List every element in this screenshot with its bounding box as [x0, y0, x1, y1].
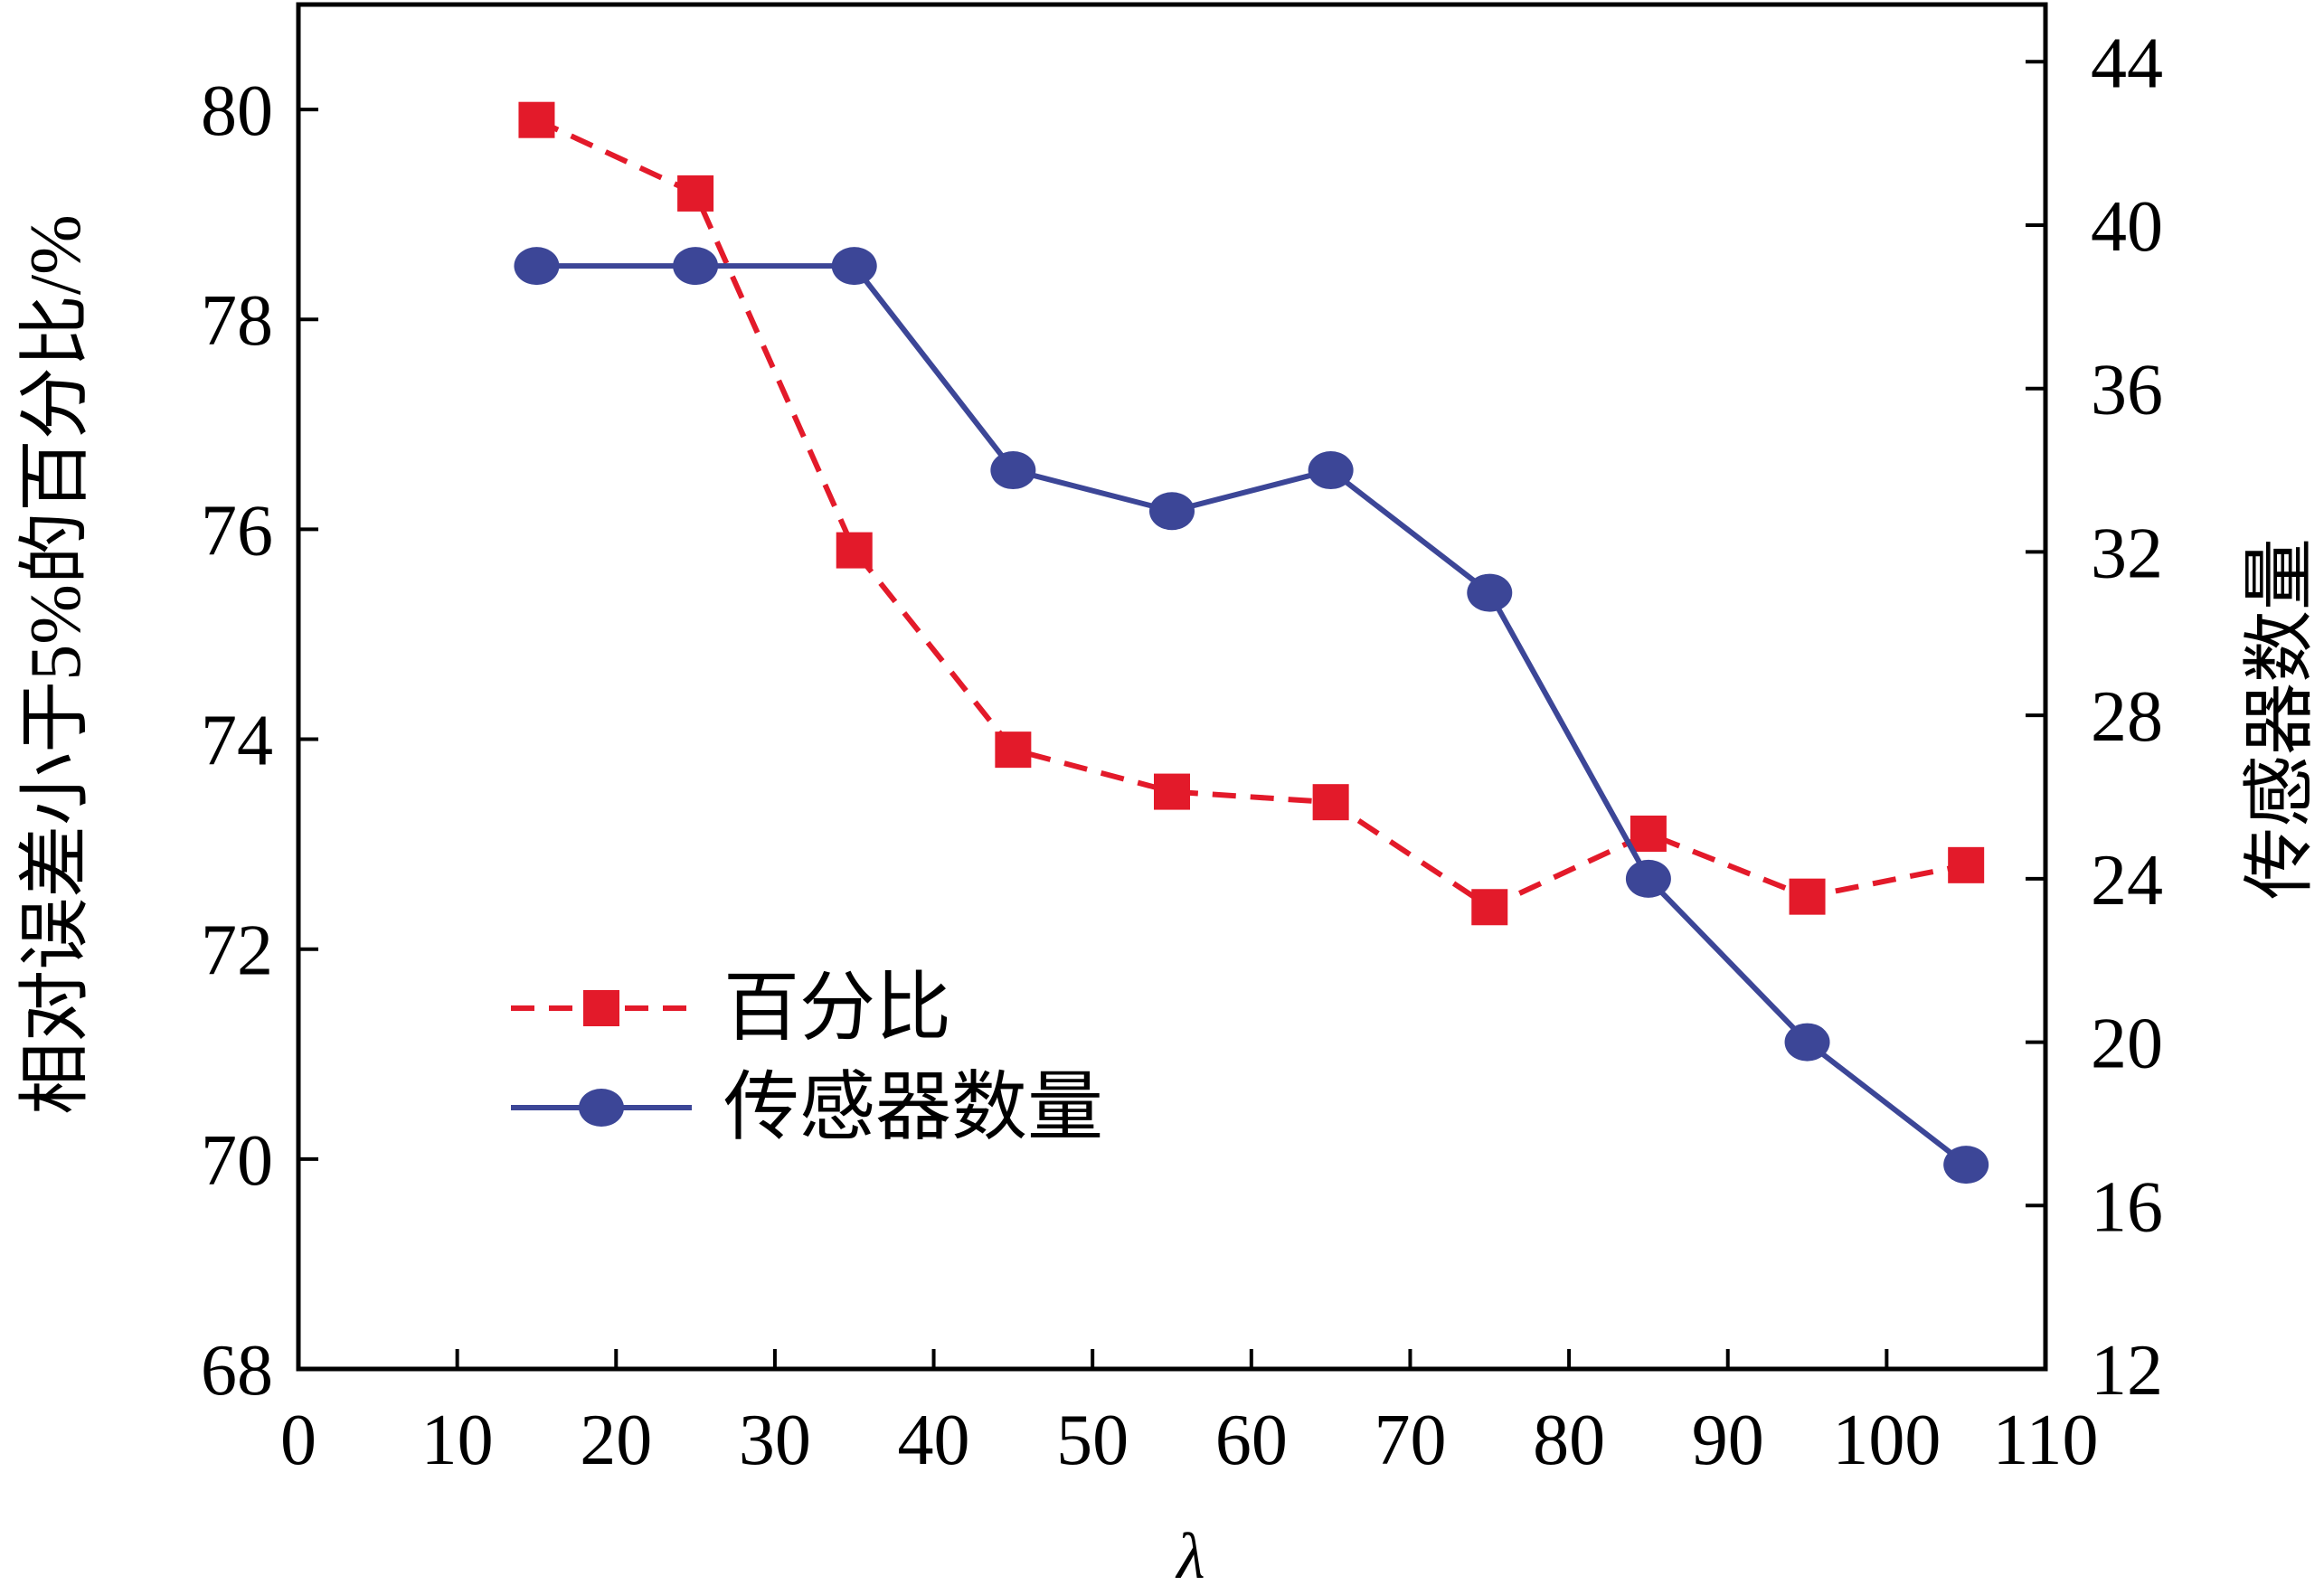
x-tick-label: 110 [1992, 1401, 2098, 1480]
x-tick-label: 100 [1832, 1401, 1941, 1480]
legend-marker-square [583, 990, 619, 1026]
series-2 [514, 247, 1989, 1184]
legend-label: 百分比 [723, 967, 951, 1051]
x-tick-label: 10 [421, 1401, 494, 1480]
y-right-tick-label: 44 [2091, 24, 2163, 103]
data-point-square [995, 731, 1032, 769]
y-right-tick-label: 24 [2091, 841, 2163, 920]
x-tick-label: 50 [1056, 1401, 1129, 1480]
x-tick-label: 40 [898, 1401, 970, 1480]
y-left-tick-label: 78 [201, 281, 273, 361]
legend-item-1: 百分比 [511, 967, 951, 1051]
axes-layer: 0 10 20 30 40 50 60 70 80 90 100 110 68 70 72 74 76 78 80 1… [201, 2, 2163, 1480]
data-point-circle [1308, 451, 1354, 490]
legend-label: 传感器数量 [723, 1066, 1103, 1150]
data-point-square [1630, 816, 1667, 853]
data-point-circle [673, 247, 719, 286]
x-tick-label: 60 [1215, 1401, 1288, 1480]
series-layer [514, 101, 1989, 1184]
y-right-tick-label: 20 [2091, 1005, 2163, 1084]
data-point-square [836, 532, 873, 569]
legend-item-2: 传感器数量 [511, 1066, 1103, 1150]
x-tick-label: 20 [580, 1401, 652, 1480]
data-point-circle [514, 247, 560, 286]
y-axis-label-right: 传感器数量 [2241, 538, 2320, 900]
y-right-tick-label: 36 [2091, 351, 2163, 430]
data-point-square [1948, 846, 1985, 883]
x-tick-label: 30 [739, 1401, 811, 1480]
data-point-circle [1943, 1146, 1989, 1184]
y-left-tick-label: 72 [201, 911, 273, 991]
x-tick-label: 80 [1533, 1401, 1605, 1480]
data-point-circle [831, 247, 877, 286]
y-axis-label-left: 相对误差小于5%的百分比/% [16, 214, 96, 1115]
plot-frame [296, 2, 2048, 1372]
legend-marker-circle [579, 1089, 624, 1127]
data-point-circle [1784, 1023, 1830, 1062]
x-axis-label: λ [1175, 1520, 1205, 1592]
y-left-tick-label: 80 [201, 71, 273, 151]
y-left-tick-label: 70 [201, 1121, 273, 1201]
data-point-circle [1149, 492, 1195, 531]
y-right-tick-label: 32 [2091, 514, 2163, 593]
data-point-circle [1625, 859, 1671, 898]
data-point-circle [990, 451, 1036, 490]
x-tick-label: 90 [1692, 1401, 1764, 1480]
data-point-square [1471, 889, 1508, 926]
x-tick-label: 0 [280, 1401, 316, 1480]
data-point-circle [1467, 573, 1513, 612]
data-point-square [677, 175, 714, 212]
data-point-square [518, 101, 555, 138]
y-left-tick-label: 68 [201, 1331, 273, 1411]
y-right-tick-label: 12 [2091, 1331, 2163, 1411]
data-point-square [1312, 784, 1349, 821]
y-right-tick-label: 16 [2091, 1167, 2163, 1247]
x-tick-label: 70 [1374, 1401, 1446, 1480]
y-right-tick-label: 40 [2091, 187, 2163, 267]
y-right-tick-label: 28 [2091, 677, 2163, 757]
y-left-tick-label: 74 [201, 702, 273, 781]
series-line [536, 263, 1969, 1167]
series-1 [518, 101, 1985, 926]
series-line [535, 117, 1967, 911]
data-point-square [1789, 878, 1826, 915]
y-left-tick-label: 76 [201, 491, 273, 571]
data-point-square [1154, 773, 1190, 810]
